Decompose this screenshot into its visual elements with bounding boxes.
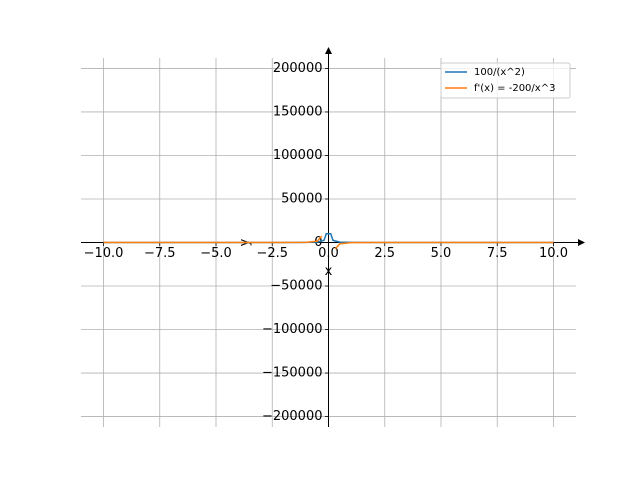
- x-tick-label: 7.5: [487, 246, 508, 261]
- y-tick-label: −100000: [262, 322, 323, 337]
- y-tick-label: −200000: [262, 409, 323, 424]
- series-line: [103, 235, 554, 250]
- legend-label: 100/(x^2): [474, 67, 525, 78]
- x-tick-label: −5.0: [200, 246, 232, 261]
- y-tick-label: 50000: [281, 191, 322, 206]
- y-tick-label: 150000: [273, 104, 323, 119]
- y-tick-label: −50000: [270, 279, 322, 294]
- y-arrow: [325, 47, 332, 54]
- legend-box: [440, 62, 571, 99]
- x-tick-label: −7.5: [144, 246, 176, 261]
- x-axis-label: x: [325, 264, 333, 279]
- legend-label: f'(x) = -200/x^3: [474, 83, 555, 94]
- y-tick-label: 100000: [273, 148, 323, 163]
- x-tick-label: −10.0: [84, 246, 124, 261]
- x-tick-label: 2.5: [374, 246, 395, 261]
- y-tick-label: 200000: [273, 61, 323, 76]
- y-tick-label: −150000: [262, 366, 323, 381]
- x-tick-label: 5.0: [431, 246, 452, 261]
- x-tick-label: 10.0: [539, 246, 568, 261]
- x-tick-label: −2.5: [256, 246, 288, 261]
- x-arrow: [578, 239, 585, 246]
